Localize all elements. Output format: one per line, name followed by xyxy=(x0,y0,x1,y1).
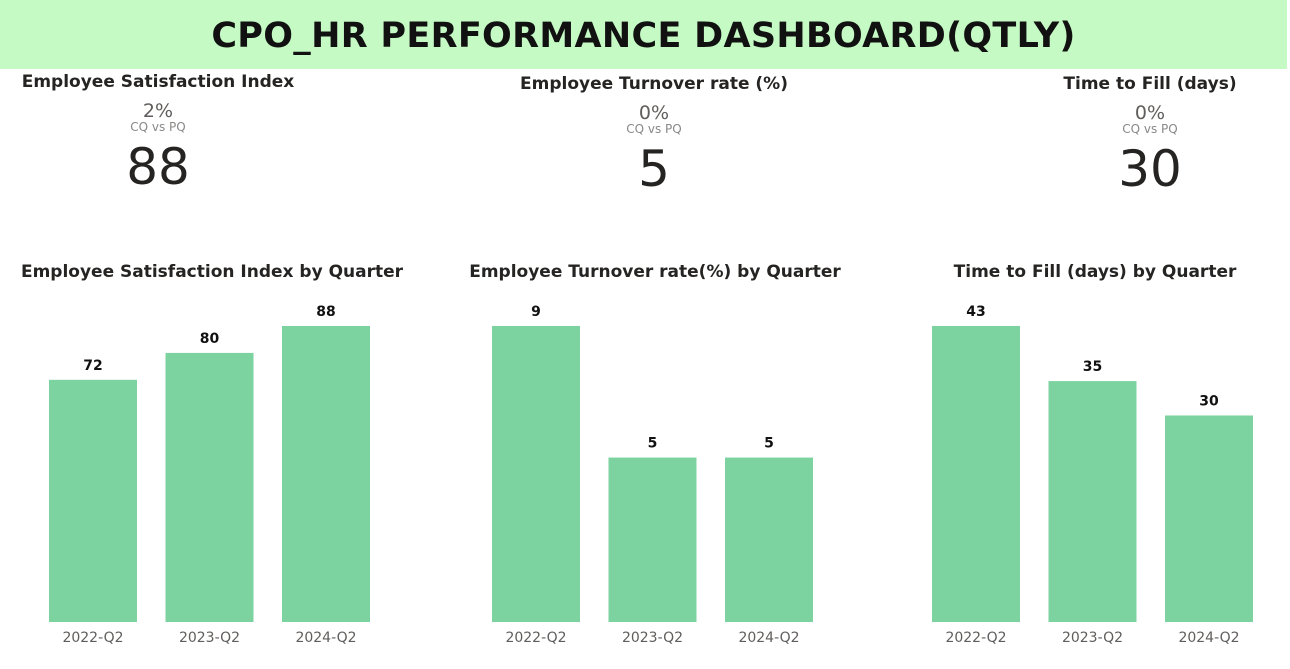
data-label: 43 xyxy=(966,304,985,320)
x-tick-label: 2023-Q2 xyxy=(1062,630,1123,646)
bar-2023-q2[interactable] xyxy=(608,457,697,622)
chart-satisfaction-by-quarter[interactable]: Employee Satisfaction Index by Quarter 7… xyxy=(12,258,412,658)
bar-2023-q2[interactable] xyxy=(165,352,254,622)
kpi-comparison-label: CQ vs PQ xyxy=(1122,122,1178,136)
bar-2023-q2[interactable] xyxy=(1048,381,1137,622)
bar-2024-q2[interactable] xyxy=(725,457,813,622)
kpi-card-turnover[interactable]: Employee Turnover rate (%) 0% CQ vs PQ 5 xyxy=(504,74,804,214)
chart-time-to-fill-by-quarter[interactable]: Time to Fill (days) by Quarter 43 2022-Q2… xyxy=(895,258,1290,658)
chart-title: Employee Satisfaction Index by Quarter xyxy=(20,262,404,282)
x-tick-label: 2024-Q2 xyxy=(1178,630,1239,646)
x-tick-label: 2022-Q2 xyxy=(505,630,566,646)
bar-2024-q2[interactable] xyxy=(282,326,370,622)
data-label: 5 xyxy=(764,436,774,452)
data-label: 35 xyxy=(1083,359,1102,375)
x-tick-label: 2022-Q2 xyxy=(945,630,1006,646)
kpi-change: 0% xyxy=(638,102,670,124)
chart-turnover-by-quarter[interactable]: Employee Turnover rate(%) by Quarter 9 20… xyxy=(455,258,855,658)
dashboard-title: CPO_HR PERFORMANCE DASHBOARD(QTLY) xyxy=(211,15,1076,56)
x-tick-label: 2022-Q2 xyxy=(62,630,123,646)
kpi-card-time-to-fill[interactable]: Time to Fill (days) 0% CQ vs PQ 30 xyxy=(1000,74,1290,214)
bar-2022-q2[interactable] xyxy=(492,326,580,622)
kpi-title: Employee Turnover rate (%) xyxy=(520,74,788,94)
kpi-value: 5 xyxy=(638,140,670,198)
chart-plot-area: 72 2022-Q2 80 2023-Q2 88 2024-Q2 xyxy=(49,304,370,646)
x-tick-label: 2023-Q2 xyxy=(622,630,683,646)
kpi-value: 88 xyxy=(126,138,190,196)
kpi-value: 30 xyxy=(1118,140,1182,198)
kpi-title: Time to Fill (days) xyxy=(1063,74,1237,94)
bar-2022-q2[interactable] xyxy=(932,326,1020,622)
kpi-comparison-label: CQ vs PQ xyxy=(626,122,682,136)
data-label: 30 xyxy=(1199,393,1219,409)
kpi-change: 0% xyxy=(1134,102,1166,124)
data-label: 5 xyxy=(648,436,658,452)
data-label: 72 xyxy=(83,358,102,374)
bar-2022-q2[interactable] xyxy=(49,379,137,622)
data-label: 88 xyxy=(316,304,335,320)
bar-2024-q2[interactable] xyxy=(1165,415,1253,622)
chart-plot-area: 43 2022-Q2 35 2023-Q2 30 2024-Q2 xyxy=(932,304,1253,646)
data-label: 80 xyxy=(200,331,220,347)
x-tick-label: 2024-Q2 xyxy=(738,630,799,646)
kpi-change: 2% xyxy=(142,100,174,122)
data-label: 9 xyxy=(531,304,541,320)
x-tick-label: 2023-Q2 xyxy=(179,630,240,646)
chart-plot-area: 9 2022-Q2 5 2023-Q2 5 2024-Q2 xyxy=(492,304,813,646)
kpi-card-satisfaction[interactable]: Employee Satisfaction Index 2% CQ vs PQ … xyxy=(8,72,308,212)
chart-title: Time to Fill (days) by Quarter xyxy=(953,262,1237,282)
x-tick-label: 2024-Q2 xyxy=(295,630,356,646)
kpi-title: Employee Satisfaction Index xyxy=(21,72,295,92)
chart-title: Employee Turnover rate(%) by Quarter xyxy=(469,262,841,282)
dashboard-header: CPO_HR PERFORMANCE DASHBOARD(QTLY) xyxy=(0,0,1287,69)
kpi-comparison-label: CQ vs PQ xyxy=(130,120,186,134)
